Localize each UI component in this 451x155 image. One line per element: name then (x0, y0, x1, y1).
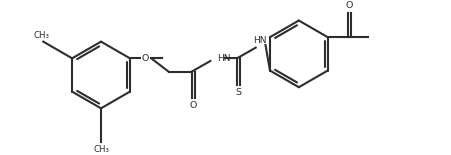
Text: O: O (346, 1, 353, 10)
Text: O: O (190, 101, 197, 110)
Text: HN: HN (253, 36, 267, 45)
Text: S: S (236, 88, 242, 97)
Text: HN: HN (217, 54, 230, 63)
Text: O: O (142, 54, 149, 63)
Text: CH₃: CH₃ (33, 31, 49, 40)
Text: CH₃: CH₃ (93, 145, 109, 154)
